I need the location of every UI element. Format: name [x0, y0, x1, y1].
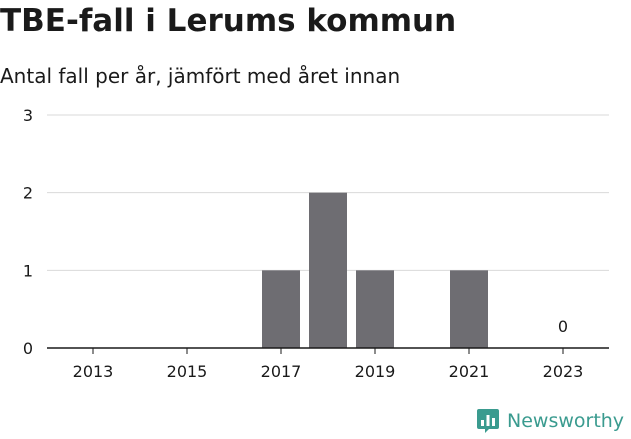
bar-2021 [450, 270, 488, 348]
x-tick-label: 2017 [261, 362, 302, 381]
x-tick-label: 2021 [449, 362, 490, 381]
bar-2019 [356, 270, 394, 348]
brand-name: Newsworthy [507, 410, 625, 432]
x-tick-label: 2023 [543, 362, 584, 381]
y-tick-label: 3 [23, 106, 33, 125]
newsworthy-logo-icon [477, 409, 499, 433]
y-tick-label: 1 [23, 261, 33, 280]
newsworthy-logo: Newsworthy [476, 408, 624, 434]
bars [262, 192, 488, 348]
y-axis-ticks: 0 1 2 3 [23, 106, 33, 358]
x-tick-label: 2019 [355, 362, 396, 381]
data-labels: 0 [558, 317, 568, 336]
chart-subtitle: Antal fall per år, jämfört med året inna… [0, 64, 401, 88]
data-label: 0 [558, 317, 568, 336]
bar-2017 [262, 270, 300, 348]
x-tick-label: 2013 [73, 362, 114, 381]
bar-chart: 0 1 2 3 2013 2015 2017 2019 2021 2023 0 [23, 106, 609, 381]
bar-2018 [309, 192, 347, 348]
y-tick-label: 2 [23, 184, 33, 203]
x-tick-label: 2015 [167, 362, 208, 381]
y-tick-label: 0 [23, 339, 33, 358]
x-axis: 2013 2015 2017 2019 2021 2023 [47, 347, 609, 381]
chart-title: TBE-fall i Lerums kommun [0, 3, 457, 39]
